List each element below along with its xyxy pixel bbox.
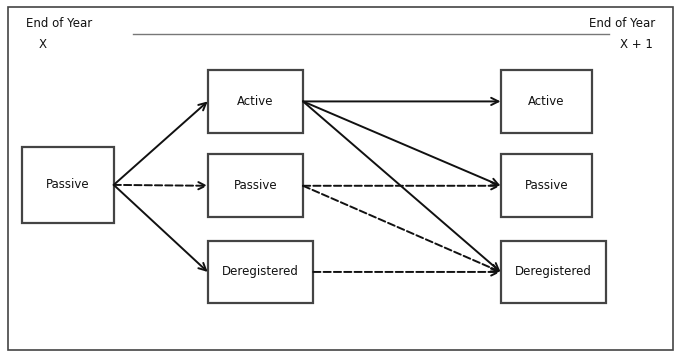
Text: Passive: Passive (234, 179, 277, 192)
Bar (208, 70, 303, 133)
Text: Passive: Passive (524, 179, 569, 192)
Text: Active: Active (237, 95, 274, 108)
Bar (501, 241, 606, 303)
Bar (501, 70, 592, 133)
Bar (501, 154, 592, 217)
Bar (208, 154, 303, 217)
Bar (208, 241, 313, 303)
Text: X + 1: X + 1 (620, 38, 653, 51)
Text: Passive: Passive (46, 178, 90, 191)
Text: End of Year: End of Year (589, 17, 655, 30)
Text: Deregistered: Deregistered (222, 265, 299, 279)
Text: Active: Active (528, 95, 565, 108)
Text: Deregistered: Deregistered (515, 265, 592, 279)
Text: X: X (39, 38, 47, 51)
Text: End of Year: End of Year (26, 17, 92, 30)
Bar (22, 147, 114, 223)
